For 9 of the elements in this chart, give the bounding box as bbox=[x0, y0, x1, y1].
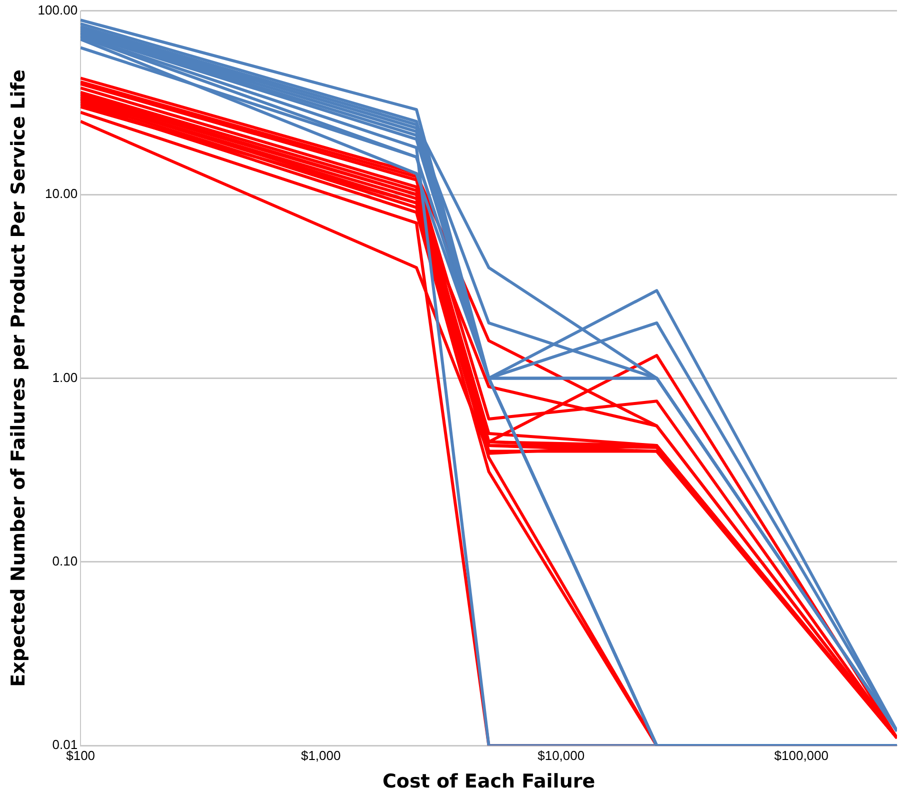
y-tick-label: 100.00 bbox=[38, 2, 78, 18]
x-tick-label: $10,000 bbox=[538, 748, 585, 763]
x-axis-title: Cost of Each Failure bbox=[382, 770, 596, 793]
y-axis-title: Expected Number of Failures per Product Per Service Life bbox=[7, 70, 30, 687]
x-tick-label: $1,000 bbox=[300, 748, 341, 763]
y-tick-label: 1.00 bbox=[52, 370, 78, 385]
y-tick-label: 10.00 bbox=[45, 186, 78, 202]
x-tick-label: $100,000 bbox=[774, 748, 828, 763]
y-tick-label: 0.10 bbox=[52, 553, 78, 568]
